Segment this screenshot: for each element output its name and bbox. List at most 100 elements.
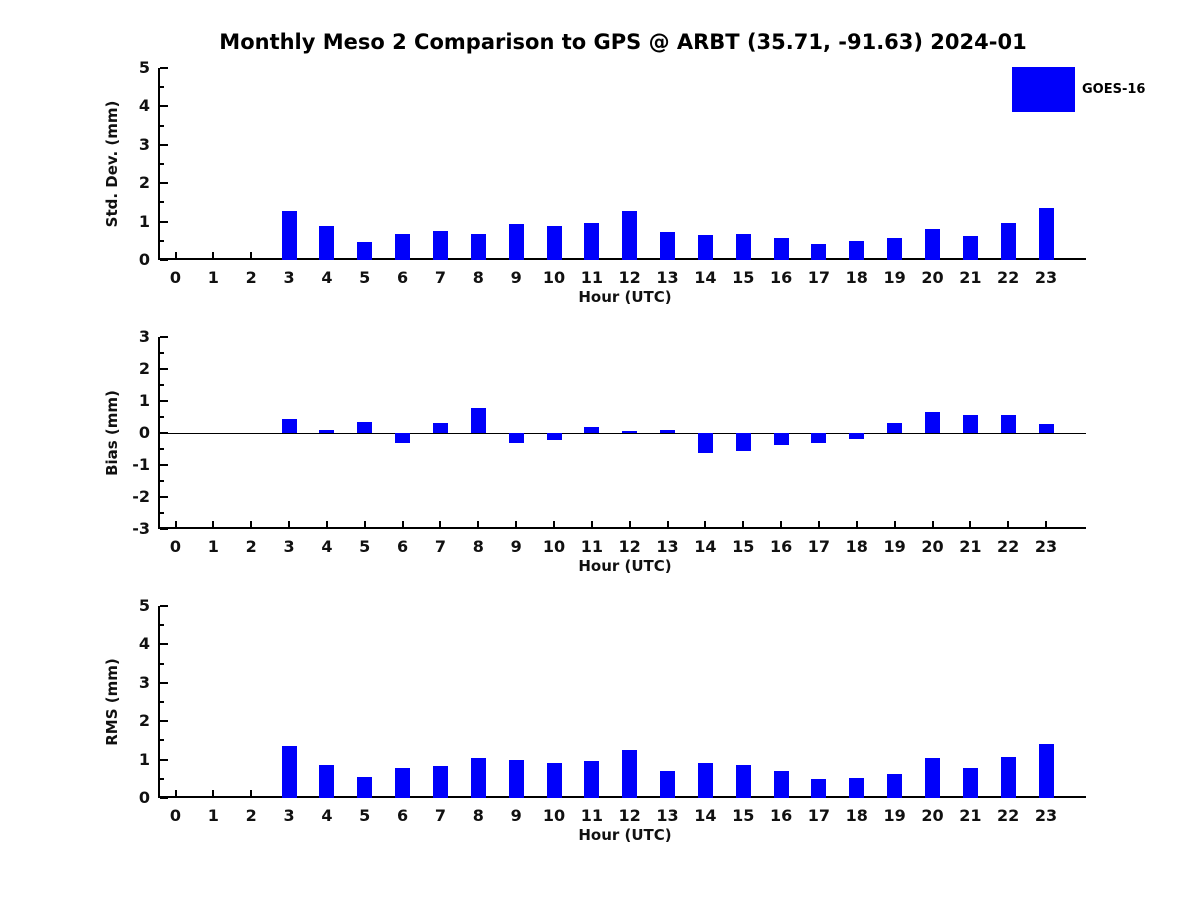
y-minor-tick	[160, 662, 164, 665]
bar-hour-11	[584, 426, 600, 433]
y-major-tick	[160, 67, 168, 69]
bar-hour-7	[432, 423, 448, 433]
x-tick	[174, 790, 177, 796]
x-tick-label: 17	[807, 806, 831, 825]
x-tick-label: 0	[169, 537, 182, 556]
x-tick-label: 3	[283, 806, 295, 825]
x-tick-label: 22	[997, 806, 1020, 825]
x-tick-label: 21	[959, 806, 982, 825]
y-tick-label: 2	[138, 359, 150, 378]
bar-hour-11	[584, 761, 600, 798]
x-axis-label: Hour (UTC)	[578, 288, 672, 306]
bar-hour-11	[584, 223, 600, 260]
x-tick-label: 19	[883, 537, 906, 556]
x-tick-label: 2	[245, 537, 257, 556]
x-tick-label: 16	[769, 806, 793, 825]
x-tick-label: 8	[472, 268, 484, 287]
bar-hour-8	[470, 408, 486, 433]
bar-hour-22	[1000, 756, 1016, 798]
bar-hour-21	[962, 235, 978, 260]
x-tick	[855, 521, 858, 527]
x-tick-label: 14	[694, 806, 717, 825]
legend-label: GOES-16	[1082, 82, 1146, 97]
y-minor-tick	[160, 739, 164, 742]
bar-hour-9	[508, 433, 524, 444]
x-tick-label: 9	[510, 806, 522, 825]
y-tick-label: 5	[138, 58, 150, 77]
x-tick-label: 5	[359, 806, 371, 825]
x-tick-label: 15	[732, 268, 755, 287]
chart-title: Monthly Meso 2 Comparison to GPS @ ARBT …	[219, 30, 1027, 54]
y-major-tick	[160, 220, 168, 223]
x-axis-spine	[158, 258, 1086, 260]
bar-hour-19	[887, 773, 903, 798]
x-tick-label: 18	[845, 537, 868, 556]
x-axis-spine	[158, 796, 1086, 798]
y-major-tick	[160, 496, 168, 498]
x-tick-label: 20	[921, 806, 944, 825]
x-tick-label: 18	[845, 268, 868, 287]
x-tick-label: 16	[769, 537, 793, 556]
x-tick-label: 9	[510, 537, 522, 556]
y-axis-spine	[158, 606, 160, 798]
y-tick-label: 0	[138, 788, 150, 807]
x-tick-label: 10	[542, 806, 566, 825]
y-major-tick	[160, 259, 168, 261]
y-minor-tick	[160, 512, 164, 514]
y-tick-label: 2	[138, 173, 150, 193]
x-tick-label: 4	[321, 537, 333, 556]
y-major-tick	[160, 182, 168, 185]
y-major-tick	[160, 105, 168, 108]
y-tick-label: -2	[132, 487, 150, 506]
bar-hour-18	[849, 433, 865, 440]
bar-hour-6	[395, 768, 411, 798]
y-major-tick	[160, 143, 168, 146]
bar-hour-14	[697, 763, 713, 798]
x-tick-label: 17	[807, 537, 831, 556]
x-tick-label: 17	[807, 268, 831, 287]
x-tick-label: 6	[397, 268, 409, 287]
x-tick	[666, 521, 669, 527]
bar-hour-6	[395, 433, 411, 443]
bar-hour-9	[508, 224, 524, 260]
x-tick-label: 4	[321, 268, 333, 287]
y-minor-tick	[160, 163, 164, 165]
x-tick-label: 12	[618, 806, 641, 825]
x-tick	[439, 521, 442, 527]
x-tick-label: 13	[656, 268, 679, 287]
x-tick	[212, 790, 215, 796]
x-tick	[515, 521, 518, 527]
y-major-tick	[160, 758, 168, 761]
y-tick-label: 3	[138, 672, 150, 692]
y-minor-tick	[160, 448, 164, 450]
y-tick-label: 4	[138, 634, 150, 654]
x-tick-label: 20	[921, 268, 944, 287]
y-major-tick	[160, 681, 168, 684]
y-tick-label: 4	[138, 96, 150, 116]
y-tick-label: -1	[132, 455, 150, 474]
bar-hour-12	[622, 749, 638, 798]
bar-hour-23	[1038, 207, 1054, 260]
x-tick-label: 10	[542, 268, 566, 287]
x-tick	[553, 521, 555, 527]
y-tick-label: 1	[138, 391, 150, 410]
bar-hour-3	[281, 210, 297, 260]
y-minor-tick	[160, 777, 164, 780]
x-tick-label: 15	[732, 806, 755, 825]
x-tick	[212, 252, 215, 258]
x-tick-label: 8	[472, 806, 484, 825]
bar-hour-22	[1000, 415, 1016, 433]
bar-hour-20	[925, 412, 940, 433]
bar-hour-13	[660, 430, 676, 433]
y-major-tick	[160, 336, 168, 338]
bar-hour-7	[432, 230, 448, 260]
bar-hour-15	[735, 433, 751, 451]
y-tick-label: 2	[138, 711, 150, 731]
x-axis-spine	[158, 527, 1086, 529]
x-tick	[590, 521, 593, 527]
y-tick-label: 1	[138, 211, 150, 231]
x-tick-label: 12	[618, 268, 641, 287]
x-tick	[212, 521, 215, 527]
y-minor-tick	[160, 701, 164, 703]
bar-hour-14	[697, 433, 713, 454]
